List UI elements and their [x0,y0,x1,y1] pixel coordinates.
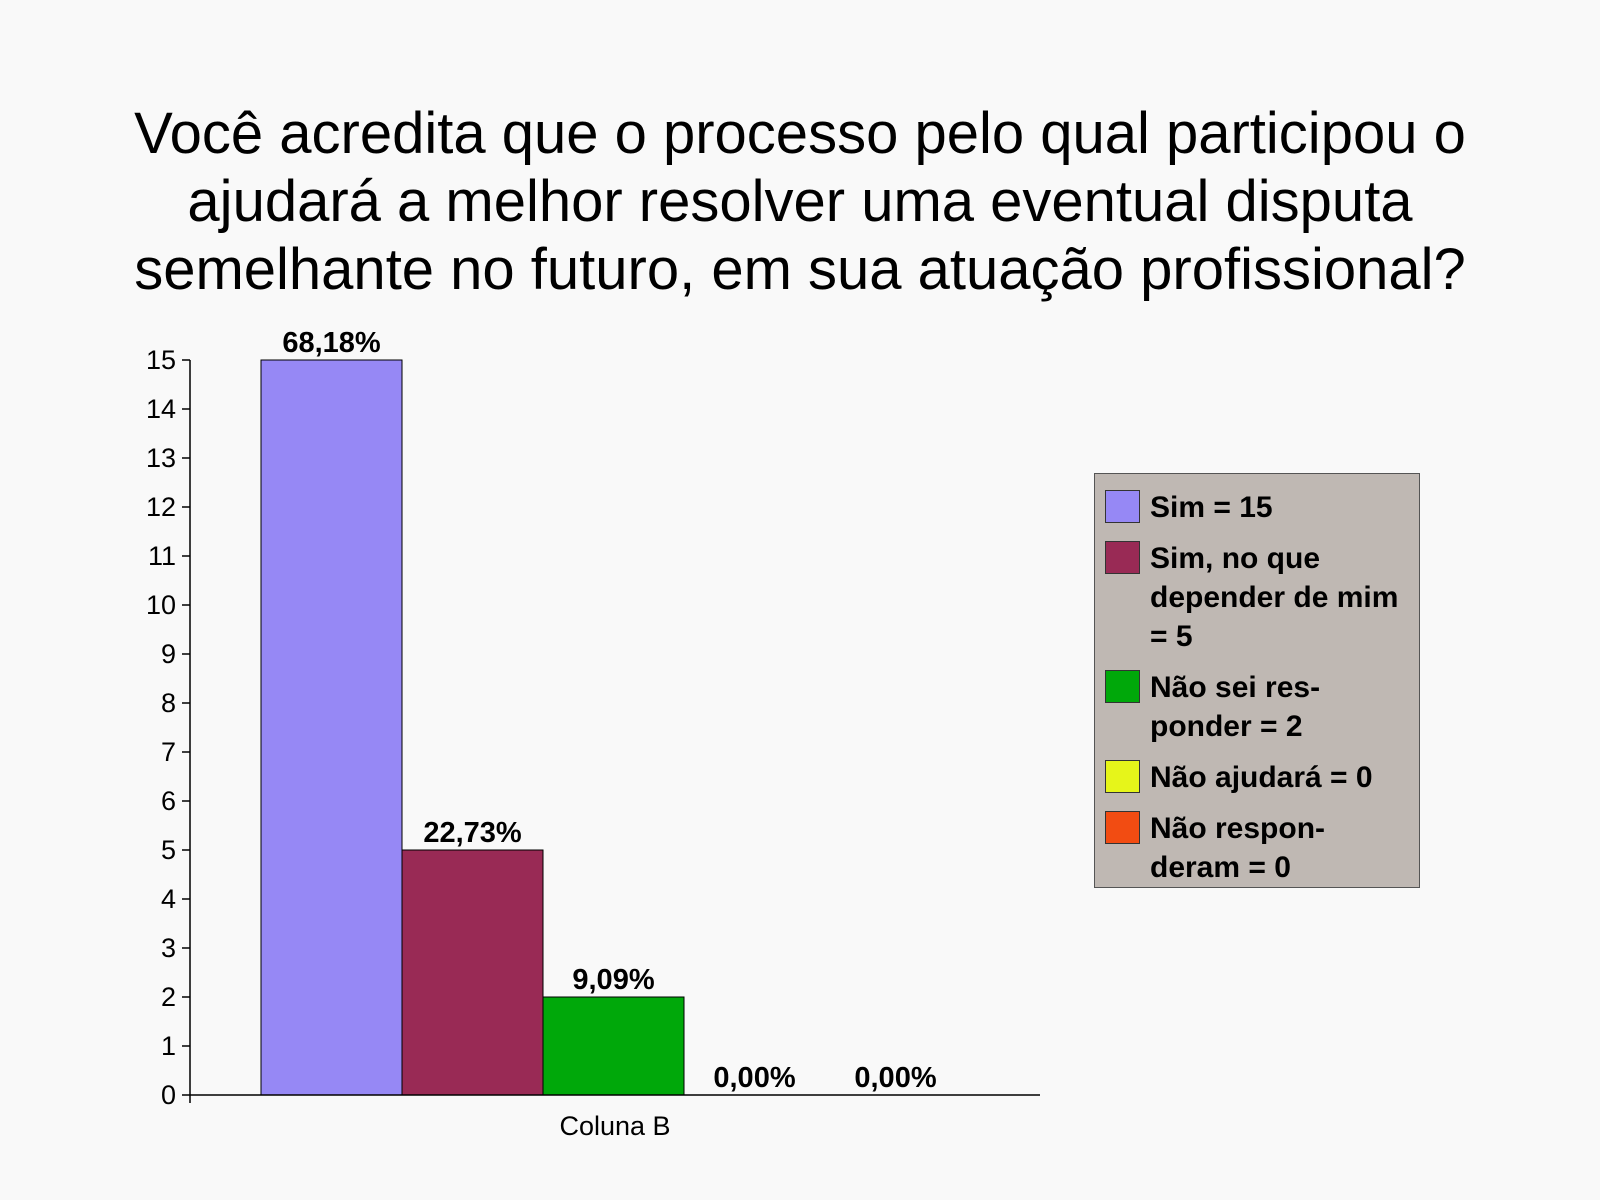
y-tick-label-9: 9 [161,639,176,669]
x-axis-label: Coluna B [559,1111,670,1141]
y-tick-label-14: 14 [146,394,176,424]
bar-0 [260,359,403,1096]
legend-item-nao-responderam: Não respon-deram = 0 [1105,809,1409,887]
y-tick-label-5: 5 [161,835,176,865]
y-tick-label-4: 4 [161,884,176,914]
y-tick-label-12: 12 [146,492,176,522]
y-tick-label-3: 3 [161,933,176,963]
y-tick-label-2: 2 [161,982,176,1012]
y-tick-label-6: 6 [161,786,176,816]
legend-swatch-sim [1105,490,1140,523]
legend-label-nao-responderam: Não respon-deram = 0 [1150,812,1326,884]
y-tick-label-13: 13 [146,443,176,473]
legend-item-nao-sei-responder: Não sei res-ponder = 2 [1105,668,1409,746]
bar-1 [401,849,544,1096]
data-label-1: 22,73% [423,817,522,849]
legend-item-nao-ajudara: Não ajudará = 0 [1105,758,1409,797]
legend: Sim = 15 Sim, no que depender de mim = 5… [1094,473,1420,888]
bar-2 [542,996,685,1096]
legend-item-sim-no-que-depender: Sim, no que depender de mim = 5 [1105,539,1409,656]
data-label-0: 68,18% [282,327,381,359]
legend-label-sim-no-que-depender: Sim, no que depender de mim = 5 [1150,542,1399,653]
y-tick-label-8: 8 [161,688,176,718]
y-tick-label-7: 7 [161,737,176,767]
data-label-4: 0,00% [854,1062,936,1094]
y-tick-label-0: 0 [161,1080,176,1110]
legend-swatch-nao-responderam [1105,811,1140,844]
legend-swatch-sim-no-que-depender [1105,541,1140,574]
legend-swatch-nao-sei-responder [1105,670,1140,703]
data-label-3: 0,00% [713,1062,795,1094]
legend-label-nao-ajudara: Não ajudará = 0 [1150,761,1373,794]
legend-item-sim: Sim = 15 [1105,488,1409,527]
chart-title: Você acredita que o processo pelo qual p… [134,101,1466,302]
y-tick-label-1: 1 [161,1031,176,1061]
data-label-2: 9,09% [572,964,654,996]
legend-label-nao-sei-responder: Não sei res-ponder = 2 [1150,671,1321,743]
y-tick-label-11: 11 [148,541,176,571]
y-tick-label-10: 10 [146,590,176,620]
legend-label-sim: Sim = 15 [1150,491,1273,524]
y-tick-label-15: 15 [146,345,176,375]
legend-swatch-nao-ajudara [1105,760,1140,793]
